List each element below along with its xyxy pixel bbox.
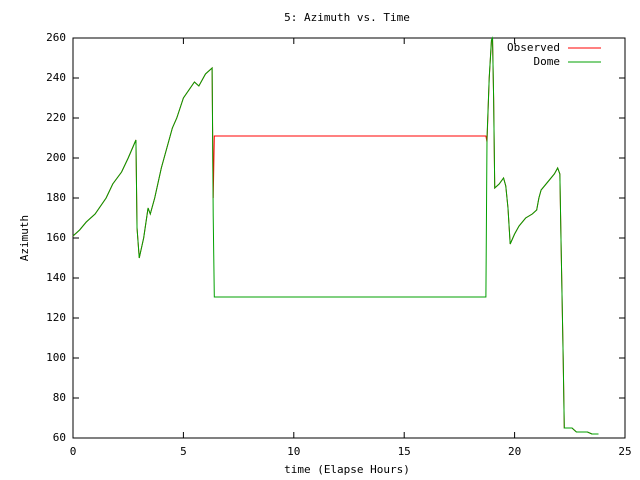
y-tick-label: 80 <box>53 391 66 404</box>
y-tick-label: 200 <box>46 151 66 164</box>
y-tick-label: 180 <box>46 191 66 204</box>
y-tick-label: 60 <box>53 431 66 444</box>
x-tick-label: 15 <box>398 445 411 458</box>
y-tick-label: 140 <box>46 271 66 284</box>
x-tick-label: 25 <box>618 445 631 458</box>
y-axis-label: Azimuth <box>18 215 31 261</box>
chart-title: 5: Azimuth vs. Time <box>284 11 410 24</box>
x-axis-label: time (Elapse Hours) <box>284 463 410 476</box>
x-tick-label: 20 <box>508 445 521 458</box>
y-tick-label: 240 <box>46 71 66 84</box>
legend-label: Dome <box>534 55 561 68</box>
y-tick-label: 260 <box>46 31 66 44</box>
y-tick-label: 120 <box>46 311 66 324</box>
x-tick-label: 0 <box>70 445 77 458</box>
y-tick-label: 100 <box>46 351 66 364</box>
x-tick-label: 10 <box>287 445 300 458</box>
y-tick-label: 220 <box>46 111 66 124</box>
series-line <box>72 36 599 435</box>
x-tick-label: 5 <box>180 445 187 458</box>
legend-label: Observed <box>507 41 560 54</box>
y-tick-label: 160 <box>46 231 66 244</box>
